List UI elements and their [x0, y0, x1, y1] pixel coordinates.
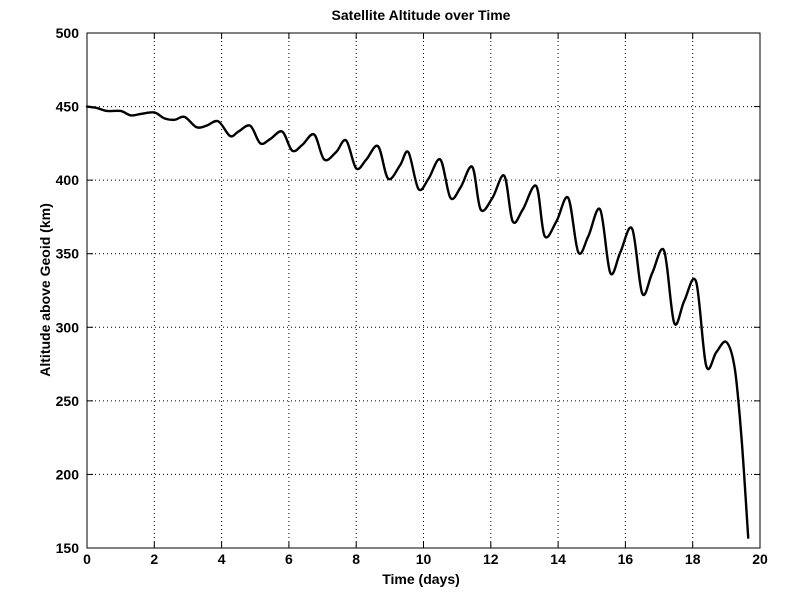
y-tick-label: 500 — [56, 25, 80, 41]
y-tick-label: 350 — [56, 246, 80, 262]
axis-ticks: 0 2 4 6 8 10 12 14 16 18 20 150 200 250 300 350 400 450 50… — [56, 25, 768, 567]
y-tick-label: 450 — [56, 99, 80, 115]
series-line-0 — [85, 105, 750, 539]
y-tick-label: 250 — [56, 393, 80, 409]
x-tick-label: 4 — [218, 551, 226, 567]
x-tick-label: 12 — [483, 551, 499, 567]
chart-title: Satellite Altitude over Time — [332, 7, 511, 23]
x-tick-label: 0 — [83, 551, 91, 567]
y-axis-label: Altitude above Geoid (km) — [37, 203, 53, 376]
grid — [87, 33, 760, 548]
y-tick-label: 200 — [56, 466, 80, 482]
y-tick-label: 150 — [56, 540, 80, 556]
x-tick-label: 10 — [416, 551, 432, 567]
plot-area-frame — [86, 32, 761, 549]
y-tick-label: 400 — [56, 172, 80, 188]
y-tick-label: 300 — [56, 319, 80, 335]
x-axis-label: Time (days) — [382, 571, 460, 587]
x-tick-label: 2 — [150, 551, 158, 567]
x-tick-label: 18 — [685, 551, 701, 567]
x-tick-label: 8 — [352, 551, 360, 567]
data-series — [85, 105, 750, 539]
x-tick-label: 14 — [550, 551, 566, 567]
x-tick-label: 16 — [618, 551, 634, 567]
x-tick-label: 6 — [285, 551, 293, 567]
x-tick-label: 20 — [752, 551, 768, 567]
